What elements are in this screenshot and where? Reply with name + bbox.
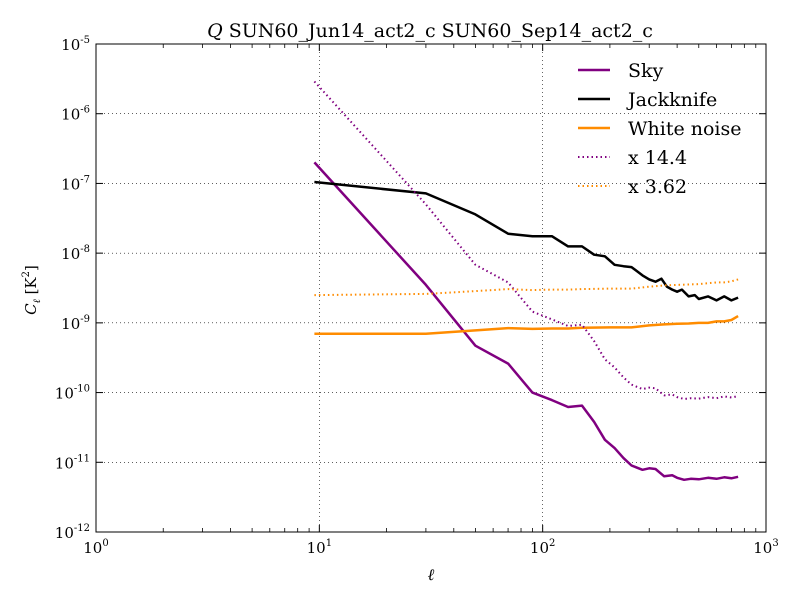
y-tick-label: 10-8 <box>61 244 90 263</box>
legend-label: Jackknife <box>626 89 717 111</box>
y-tick-label: 10-11 <box>55 453 90 472</box>
series-line-x-3-62 <box>314 278 739 297</box>
legend-label: White noise <box>628 118 742 140</box>
y-axis-label: Cℓ [K2] <box>21 265 43 315</box>
x-tick-label: 101 <box>307 538 332 557</box>
y-tick-label: 10-6 <box>61 105 90 124</box>
y-axis-label-sub: ℓ <box>32 299 43 303</box>
series-line-jackknife <box>314 180 739 302</box>
series-layer <box>313 80 739 482</box>
y-axis-label-unit-exp: 2 <box>21 271 32 277</box>
x-tick-label: 103 <box>753 538 778 557</box>
y-axis-label-main: C <box>22 303 40 315</box>
y-tick-labels: 10-12 10-11 10-10 10-9 10-8 10-7 10-6 10-5 <box>55 35 90 542</box>
legend: Sky Jackknife White noise x 14.4 x 3.62 <box>578 60 742 198</box>
legend-label: x 3.62 <box>628 176 687 198</box>
y-tick-label: 10-10 <box>55 384 90 403</box>
legend-label: x 14.4 <box>628 147 687 169</box>
legend-label: Sky <box>628 60 664 82</box>
y-tick-label: 10-5 <box>61 35 90 54</box>
chart-title: Q SUN60_Jun14_act2_c SUN60_Sep14_act2_c <box>207 20 653 42</box>
x-tick-label: 100 <box>83 538 108 557</box>
y-axis-label-unit-close: ] <box>22 265 40 271</box>
chart-title-var: Q <box>207 20 223 42</box>
y-tick-label: 10-7 <box>61 174 90 193</box>
plot-frame <box>95 43 767 533</box>
y-tick-label: 10-12 <box>55 523 90 542</box>
series-line-sky <box>313 161 739 482</box>
grid-lines <box>96 44 766 532</box>
series-line-white-noise <box>314 315 739 335</box>
y-tick-label: 10-9 <box>61 314 90 333</box>
x-tick-label: 102 <box>530 538 555 557</box>
chart-title-text: SUN60_Jun14_act2_c SUN60_Sep14_act2_c <box>229 20 653 42</box>
x-axis-label: ℓ <box>428 565 435 584</box>
y-axis-label-unit: [K <box>22 277 40 295</box>
x-tick-labels: 100 101 102 103 <box>83 538 778 557</box>
